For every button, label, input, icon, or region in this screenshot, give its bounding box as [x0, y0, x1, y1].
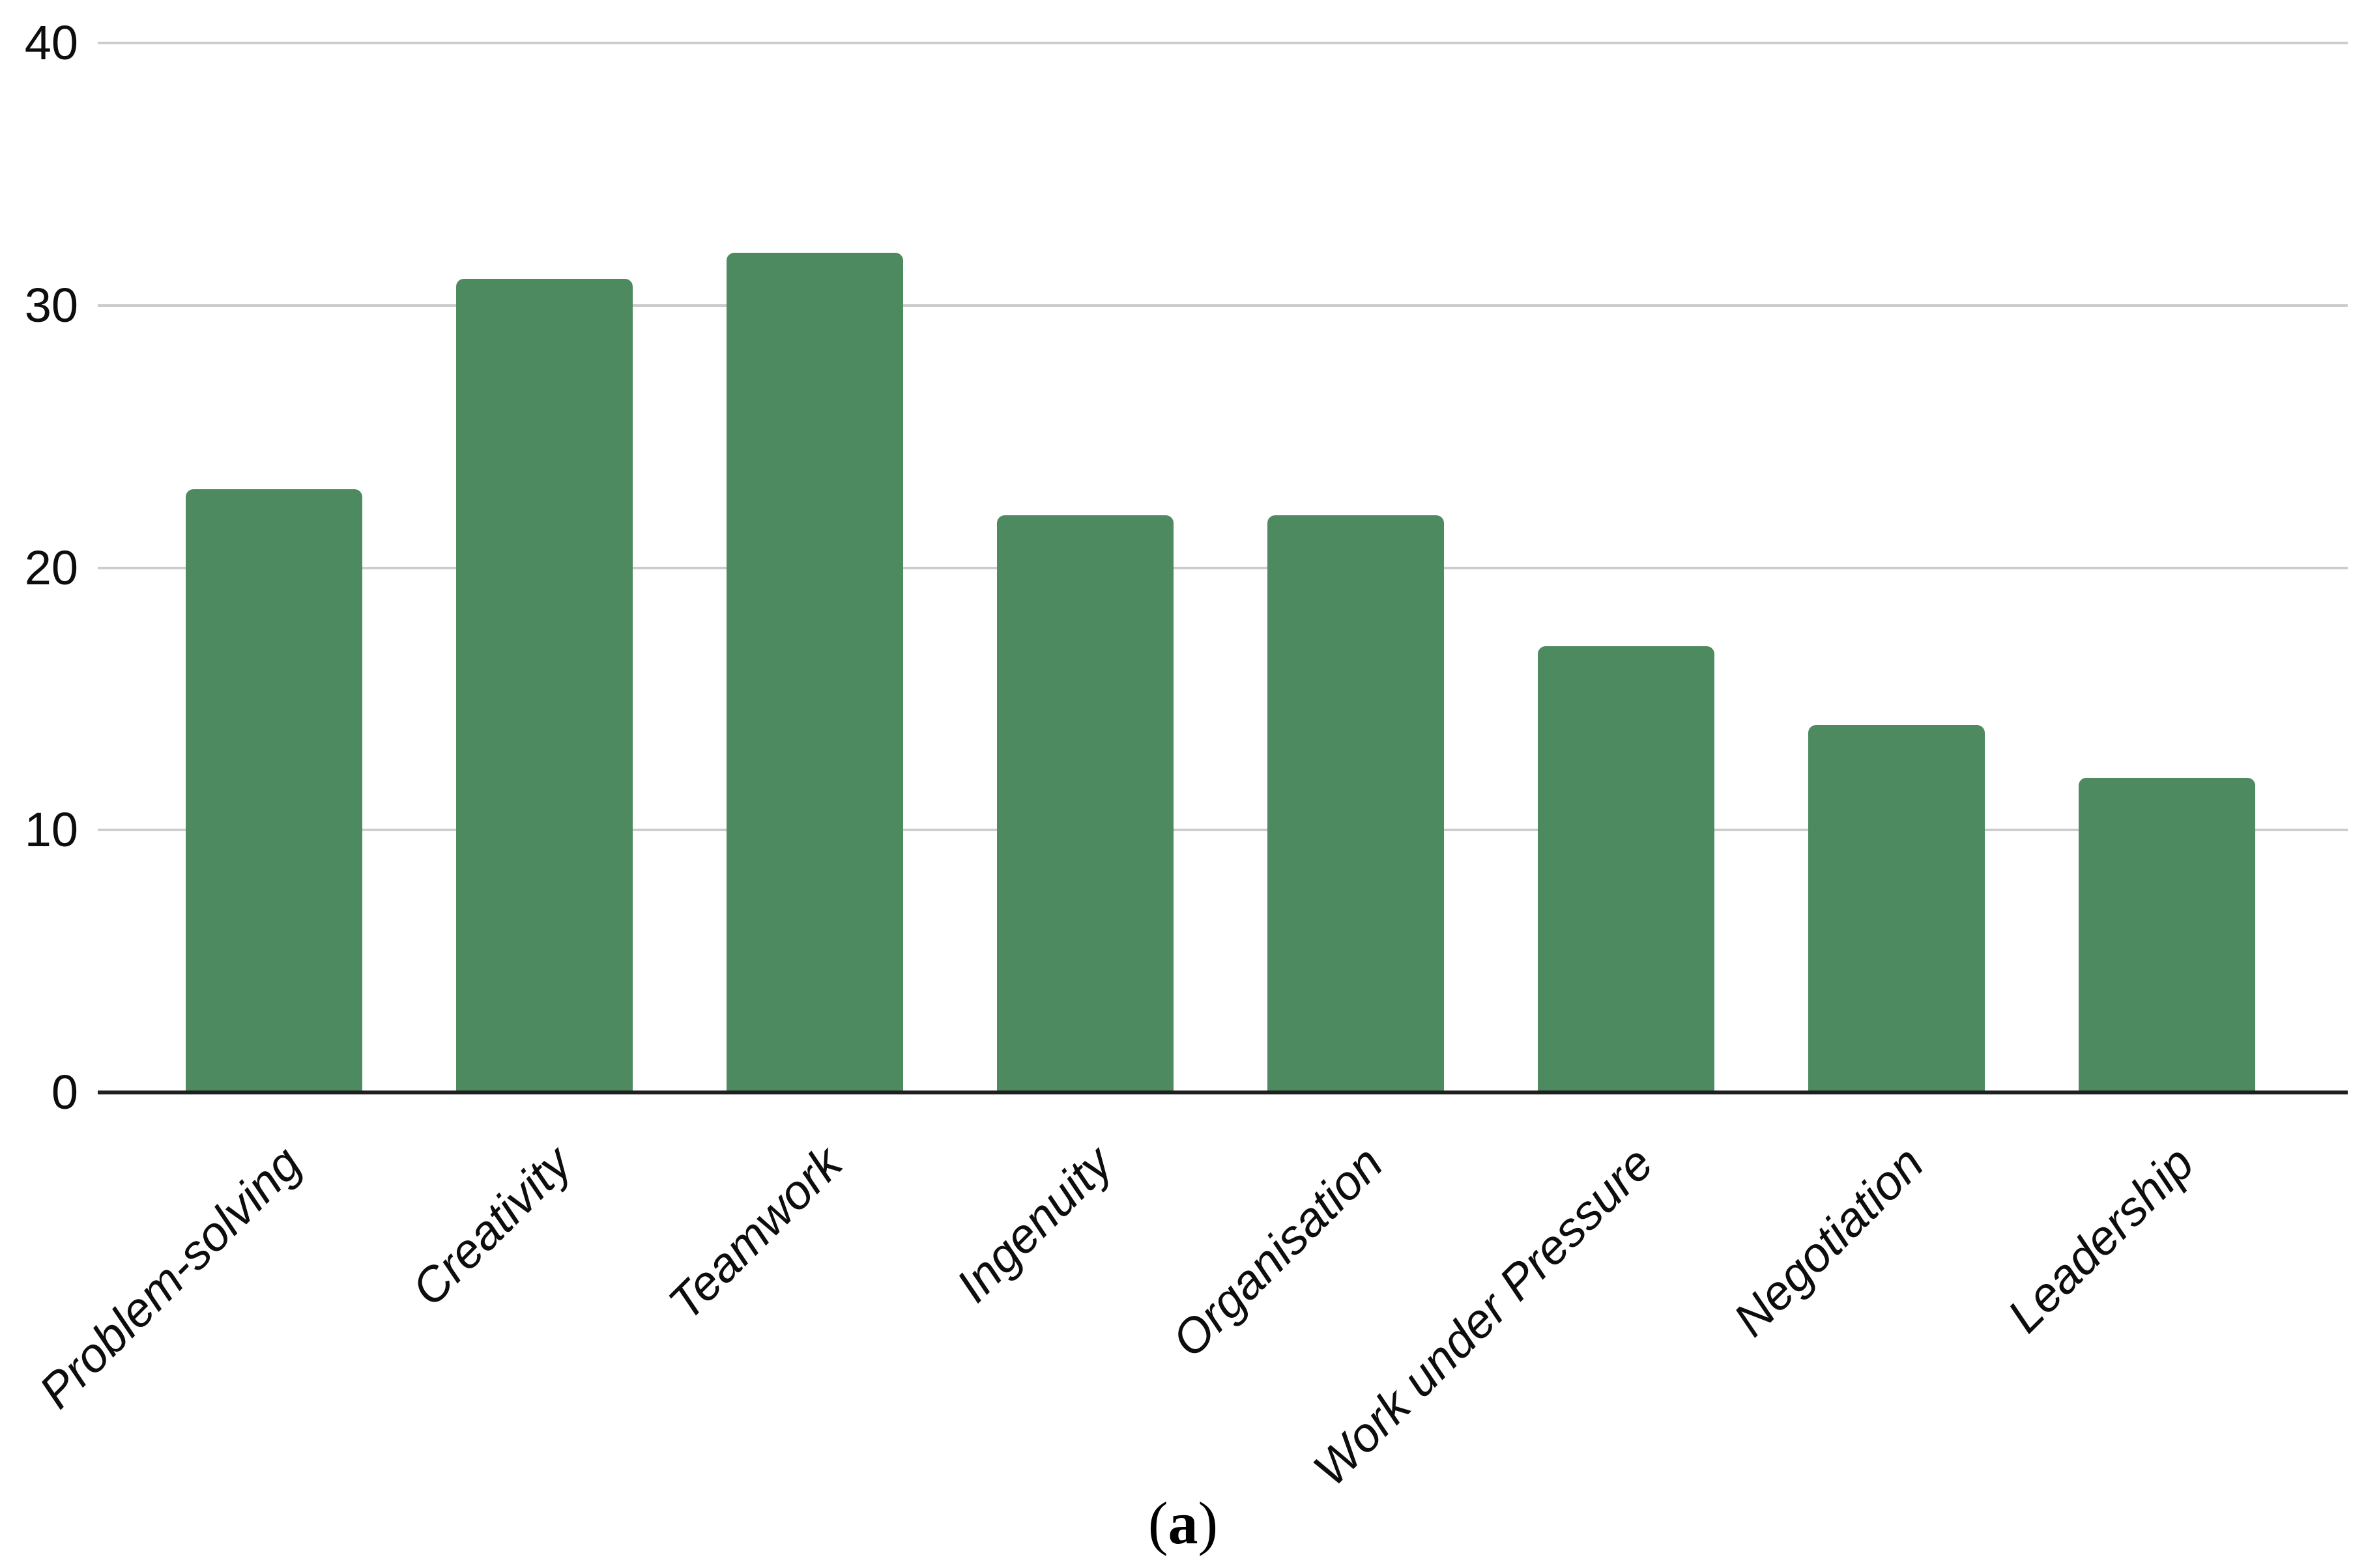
gridline-y-10 [98, 829, 2348, 832]
y-tick-label-0: 0 [51, 1065, 78, 1119]
x-category-label-problem-solving: Problem-solving [28, 1135, 311, 1419]
x-category-label-negotiation: Negotiation [1723, 1135, 1934, 1347]
bar-teamwork [727, 253, 903, 1092]
bar-ingenuity [997, 515, 1174, 1092]
x-category-label-ingenuity: Ingenuity [945, 1135, 1123, 1313]
bar-creativity [456, 279, 633, 1092]
y-tick-label-40: 40 [24, 16, 78, 70]
bar-organisation [1267, 515, 1444, 1092]
x-category-label-organisation: Organisation [1161, 1135, 1393, 1367]
x-axis-line [98, 1090, 2348, 1094]
caption-close-paren: ) [1198, 1490, 1219, 1556]
bar-leadership [2079, 777, 2255, 1092]
y-tick-label-30: 30 [24, 278, 78, 332]
x-category-label-teamwork: Teamwork [657, 1135, 852, 1330]
y-tick-label-20: 20 [24, 540, 78, 595]
x-category-label-leadership: Leadership [1997, 1135, 2204, 1343]
bar-work-under-pressure [1538, 646, 1714, 1092]
gridline-y-20 [98, 566, 2348, 569]
caption-open-paren: ( [1147, 1490, 1168, 1556]
x-category-label-creativity: Creativity [401, 1135, 582, 1317]
gridline-y-30 [98, 304, 2348, 307]
caption-letter: a [1168, 1490, 1198, 1556]
figure-caption: (a) [0, 1492, 2366, 1554]
bar-negotiation [1808, 725, 1985, 1092]
gridline-y-40 [98, 42, 2348, 44]
y-tick-label-10: 10 [24, 803, 78, 857]
bar-problem-solving [186, 489, 362, 1092]
